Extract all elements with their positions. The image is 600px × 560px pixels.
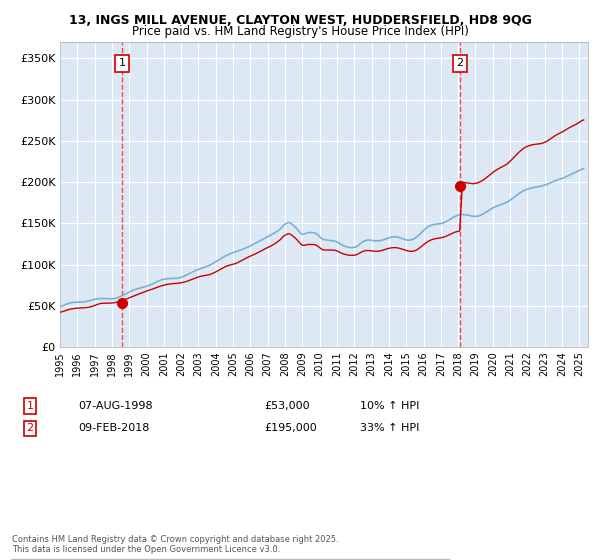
Text: 10% ↑ HPI: 10% ↑ HPI [360, 401, 419, 411]
Text: 09-FEB-2018: 09-FEB-2018 [78, 423, 149, 433]
Text: 2: 2 [457, 58, 463, 68]
Text: £53,000: £53,000 [264, 401, 310, 411]
Text: 1: 1 [119, 58, 126, 68]
Text: Price paid vs. HM Land Registry's House Price Index (HPI): Price paid vs. HM Land Registry's House … [131, 25, 469, 38]
Text: £195,000: £195,000 [264, 423, 317, 433]
Text: 07-AUG-1998: 07-AUG-1998 [78, 401, 152, 411]
Text: 1: 1 [26, 401, 34, 411]
Text: 13, INGS MILL AVENUE, CLAYTON WEST, HUDDERSFIELD, HD8 9QG: 13, INGS MILL AVENUE, CLAYTON WEST, HUDD… [68, 14, 532, 27]
Text: 2: 2 [26, 423, 34, 433]
Legend: 13, INGS MILL AVENUE, CLAYTON WEST, HUDDERSFIELD, HD8 9QG (semi-detached house),: 13, INGS MILL AVENUE, CLAYTON WEST, HUDD… [11, 559, 450, 560]
Text: 33% ↑ HPI: 33% ↑ HPI [360, 423, 419, 433]
Text: Contains HM Land Registry data © Crown copyright and database right 2025.
This d: Contains HM Land Registry data © Crown c… [12, 535, 338, 554]
